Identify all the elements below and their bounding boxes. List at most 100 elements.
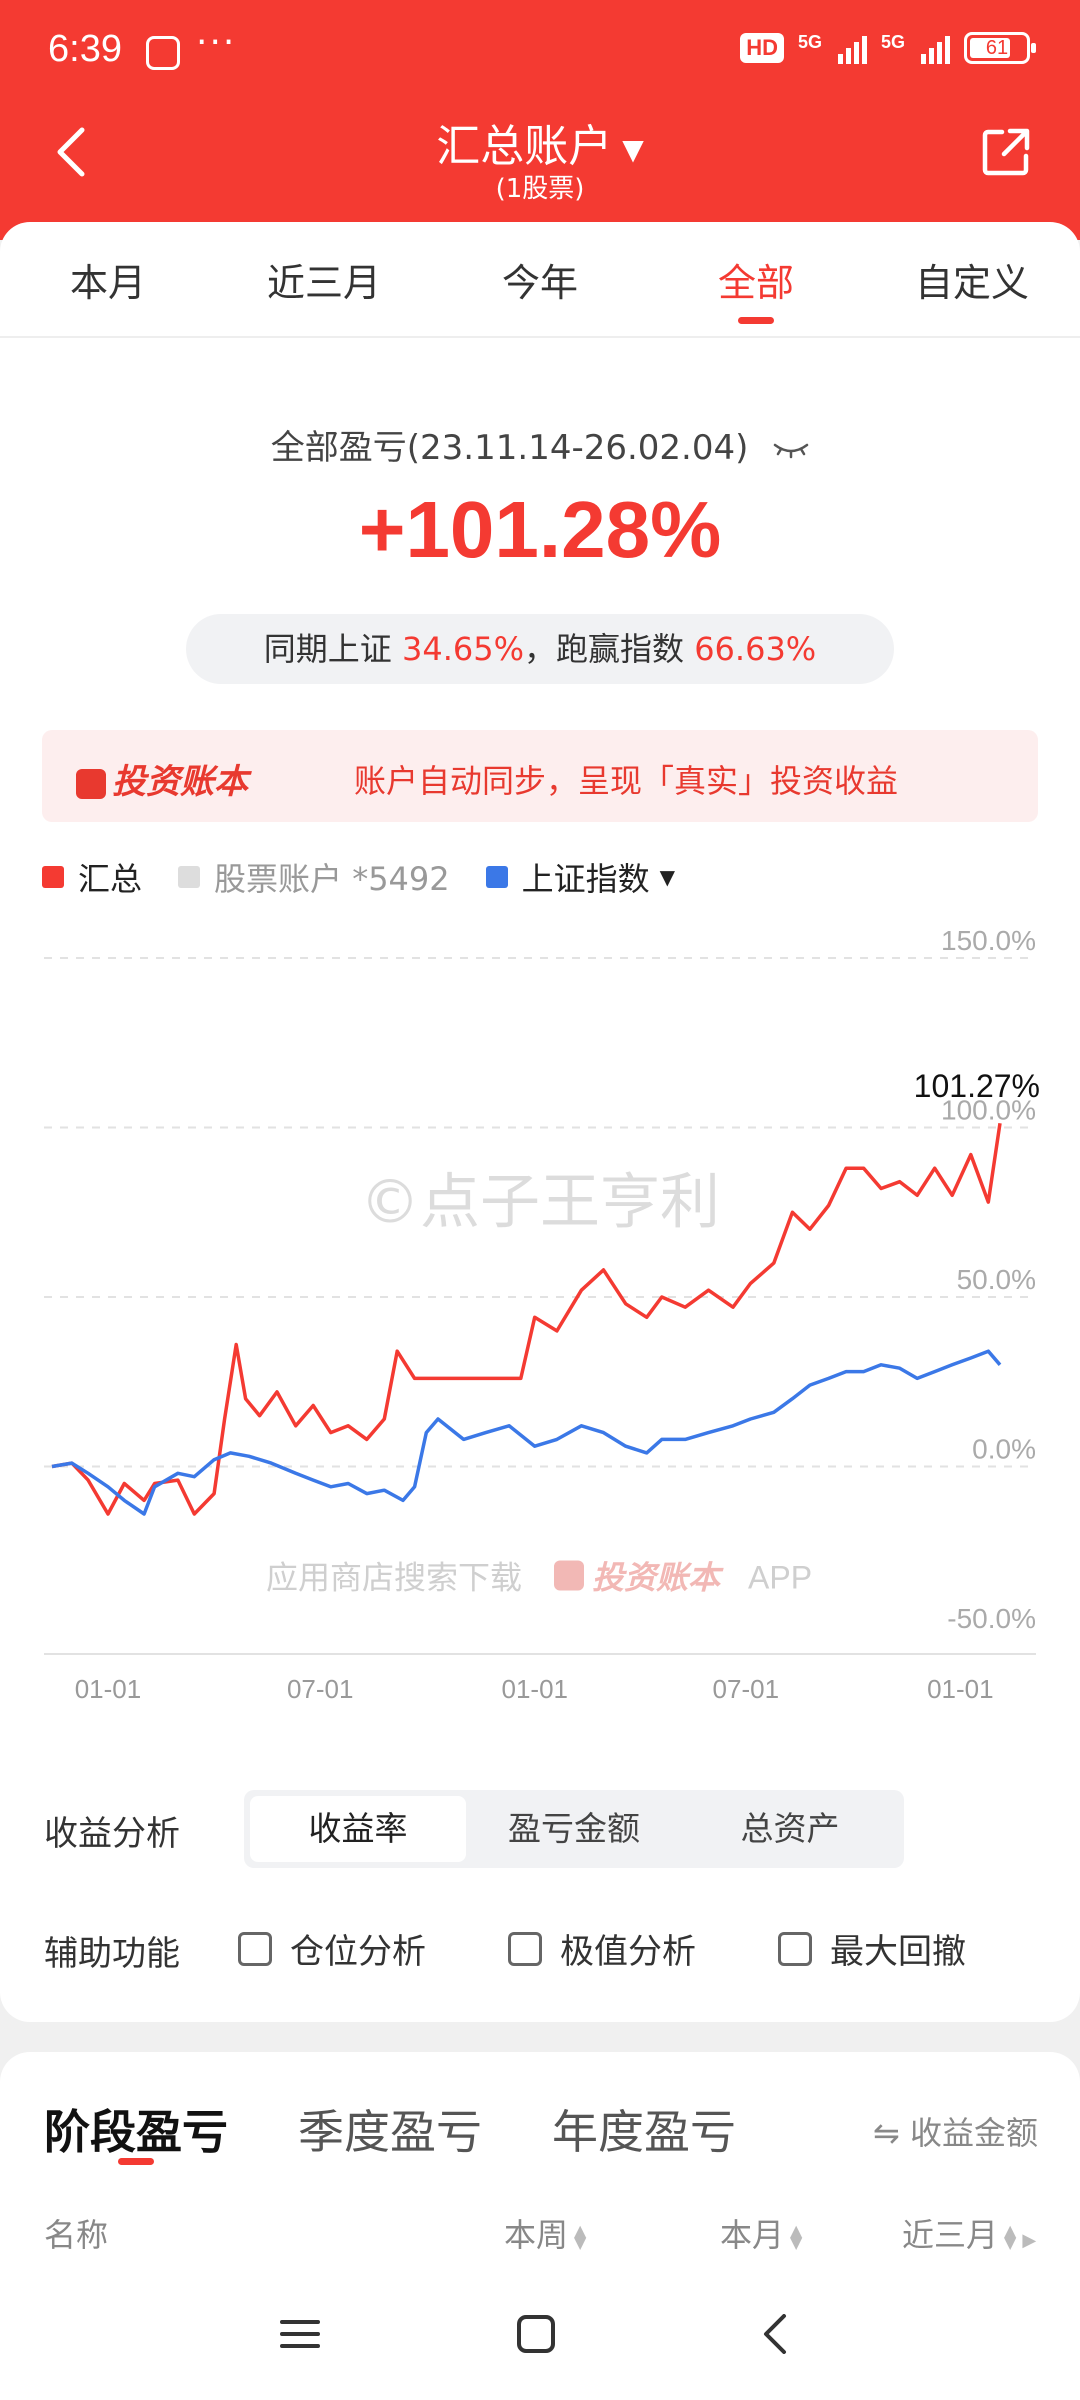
- position-analysis-checkbox[interactable]: 仓位分析: [238, 1924, 426, 1973]
- analysis-label: 收益分析: [44, 1814, 180, 1854]
- compare-prefix: 同期上证: [263, 630, 402, 668]
- summary-label-text: 全部盈亏(23.11.14-26.02.04): [270, 428, 749, 468]
- battery-level: 61: [985, 36, 1009, 59]
- tab-quarter-profit[interactable]: 季度盈亏: [298, 2105, 482, 2159]
- y-tick-label: 150.0%: [941, 925, 1036, 956]
- legend-total-label: 汇总: [78, 860, 143, 898]
- col-this-week[interactable]: 本周 ▲ ▼: [504, 2210, 586, 2256]
- battery-icon: 61: [964, 32, 1036, 64]
- footer-watermark: 应用商店搜索下载: [266, 1559, 522, 1597]
- tab-all[interactable]: 全部: [648, 222, 864, 336]
- chart-watermark: ©点子王亨利: [360, 1167, 720, 1237]
- x-tick-label: 01-01: [75, 1674, 142, 1704]
- status-time: 6:39: [48, 28, 122, 70]
- compare-mid: ，跑赢指数: [524, 630, 695, 668]
- legend-account[interactable]: 股票账户 *5492: [178, 854, 450, 900]
- tab-this-year[interactable]: 今年: [501, 261, 578, 305]
- banner-logo-text: 投资账本: [112, 762, 248, 802]
- summary-label: 全部盈亏(23.11.14-26.02.04): [0, 420, 1080, 469]
- banner-logo: 投资账本: [76, 754, 248, 803]
- col-this-month[interactable]: 本月 ▲ ▼: [720, 2210, 802, 2256]
- legend-account-label: 股票账户 *5492: [214, 860, 450, 898]
- status-icons: HD 5G 5G 61: [740, 32, 1036, 64]
- sort-icon: ▲ ▼: [1004, 2221, 1017, 2252]
- segment-profit-amount[interactable]: 盈亏金额: [508, 1809, 640, 1848]
- max-drawdown-checkbox[interactable]: 最大回撤: [778, 1924, 966, 1973]
- x-tick-label: 01-01: [927, 1674, 994, 1704]
- legend-index-label: 上证指数: [521, 860, 650, 898]
- footer-app-text: APP: [748, 1560, 812, 1596]
- menu-icon[interactable]: [280, 2314, 320, 2354]
- tab-year-profit[interactable]: 年度盈亏: [552, 2105, 736, 2159]
- max-drawdown-label: 最大回撤: [830, 1932, 966, 1972]
- legend-account-swatch: [178, 866, 201, 888]
- footer-logo-text: 投资账本: [592, 1559, 724, 1597]
- total-return-value: +101.28%: [358, 485, 722, 574]
- scroll-right-icon: ▶: [1022, 2230, 1037, 2251]
- tab-three-months[interactable]: 近三月: [266, 261, 381, 305]
- notification-app-icon: [146, 36, 180, 70]
- home-icon[interactable]: [516, 2314, 556, 2354]
- period-tabs: 本月 近三月 今年 全部 自定义: [0, 222, 1080, 338]
- y-tick-label: -50.0%: [947, 1603, 1036, 1634]
- end-value-label: 101.27%: [914, 1068, 1040, 1104]
- signal-icon: [837, 32, 867, 64]
- total-return-line: [51, 1122, 1002, 1516]
- caret-down-icon: ▼: [659, 865, 676, 889]
- segment-total-assets[interactable]: 总资产: [740, 1809, 840, 1848]
- aux-label: 辅助功能: [44, 1934, 180, 1974]
- col-three-months-label: 近三月: [902, 2216, 999, 2254]
- y-tick-label: 100.0%: [941, 1095, 1036, 1126]
- period-profit-card: 阶段盈亏 季度盈亏 年度盈亏 ⇋ 收益金额 名称 本周 ▲ ▼ 本月 ▲ ▼ 近三月 ▲ ▼…: [0, 2052, 1080, 2312]
- position-analysis-label: 仓位分析: [290, 1932, 426, 1972]
- sort-icon: ▲ ▼: [574, 2221, 587, 2252]
- caret-down-icon: ▼: [622, 132, 644, 166]
- share-icon[interactable]: [980, 126, 1032, 178]
- account-title[interactable]: 汇总账户 ▼: [0, 110, 1080, 174]
- segment-return-rate[interactable]: 收益率: [250, 1796, 466, 1862]
- col-three-months[interactable]: 近三月 ▲ ▼ ▶: [902, 2210, 1036, 2256]
- tab-custom[interactable]: 自定义: [914, 261, 1029, 305]
- signal-5g-label-2: 5G: [880, 32, 905, 52]
- signal-icon-2: [921, 32, 950, 64]
- eye-closed-icon[interactable]: [773, 441, 809, 459]
- active-tab-indicator: [118, 2158, 154, 2165]
- x-tick-label: 01-01: [501, 1674, 568, 1704]
- checkbox-icon: [778, 1931, 812, 1966]
- profit-card: 本月 近三月 今年 全部 自定义 全部盈亏(23.11.14-26.02.04)…: [0, 222, 1080, 2022]
- return-chart[interactable]: 150.0% 100.0% 50.0% 0.0% -50.0% 01-01 07-01 01-…: [0, 922, 1080, 1752]
- y-tick-label: 0.0%: [972, 1434, 1036, 1465]
- y-tick-label: 50.0%: [957, 1264, 1036, 1295]
- top-header: 6:39 ··· HD 5G 5G 61 汇总账户 ▼ (1股票): [0, 0, 1080, 240]
- sort-icon: ▲ ▼: [790, 2221, 803, 2252]
- compare-beat-value: 66.63%: [694, 630, 817, 668]
- col-this-week-label: 本周: [504, 2216, 569, 2254]
- banner-text: 账户自动同步，呈现「真实」投资收益: [354, 762, 899, 800]
- ledger-app-icon: [76, 768, 106, 799]
- system-nav-bar: [0, 2270, 1080, 2400]
- back-nav-icon[interactable]: [756, 2314, 796, 2354]
- compare-index-value: 34.65%: [401, 630, 524, 668]
- account-title-text: 汇总账户: [436, 121, 613, 172]
- extreme-analysis-label: 极值分析: [560, 1932, 696, 1972]
- status-bar: 6:39 ··· HD 5G 5G 61: [0, 0, 1080, 100]
- index-return-line: [51, 1349, 1002, 1516]
- col-this-month-label: 本月: [720, 2216, 785, 2254]
- x-tick-label: 07-01: [287, 1674, 354, 1704]
- tab-this-month[interactable]: 本月: [69, 261, 146, 305]
- legend-total-swatch: [42, 866, 64, 888]
- legend-index[interactable]: 上证指数 ▼: [485, 854, 676, 900]
- extreme-analysis-checkbox[interactable]: 极值分析: [508, 1924, 696, 1973]
- back-arrow-icon[interactable]: [52, 126, 92, 178]
- switch-to-amount[interactable]: ⇋ 收益金额: [873, 2114, 1038, 2152]
- analysis-segmented-control: 收益率 盈亏金额 总资产: [244, 1790, 904, 1868]
- status-more: ···: [196, 22, 237, 63]
- checkbox-icon: [238, 1931, 272, 1966]
- checkbox-icon: [508, 1931, 542, 1966]
- x-tick-label: 07-01: [713, 1674, 780, 1704]
- tab-stage-profit[interactable]: 阶段盈亏: [44, 2105, 228, 2159]
- sync-banner[interactable]: 投资账本 账户自动同步，呈现「真实」投资收益: [42, 730, 1038, 822]
- index-comparison: 同期上证 34.65%，跑赢指数 66.63%: [186, 614, 894, 684]
- legend-total[interactable]: 汇总: [42, 854, 142, 900]
- chart-legend: 汇总 股票账户 *5492 上证指数 ▼: [42, 854, 711, 900]
